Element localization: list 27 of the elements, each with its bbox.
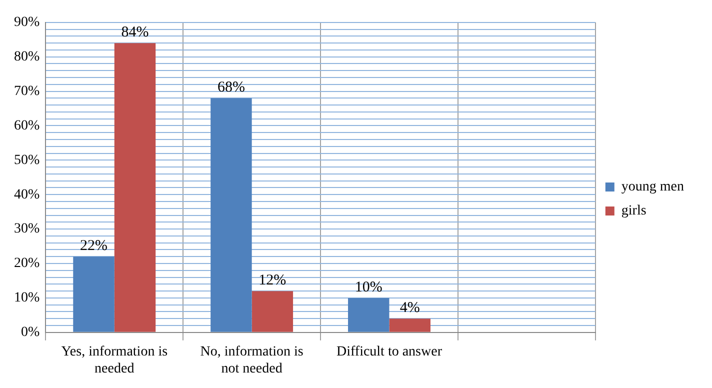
bar [210,98,252,332]
data-label: 12% [258,272,286,289]
y-tick-label: 90% [14,15,40,30]
data-label: 68% [217,80,245,96]
y-tick-label: 0% [20,325,40,340]
data-label: 84% [121,24,149,41]
legend-label: young men [621,180,684,195]
y-tick-label: 20% [14,256,40,272]
y-tick-label: 40% [14,187,40,202]
y-tick-label: 10% [14,290,40,306]
data-label: 4% [400,300,420,316]
bar [73,256,114,332]
x-tick-label: Difficult to answer [336,344,442,360]
bar [348,298,390,332]
x-tick-label: Yes, information is needed [61,344,168,376]
data-label: 22% [80,238,108,254]
bar [389,318,430,332]
y-tick-label: 70% [14,84,40,99]
y-tick-label: 60% [14,118,40,134]
y-tick-label: 80% [14,50,40,65]
x-tick-label: No, information is not needed [200,344,304,376]
bar [114,43,156,332]
legend-label: girls [621,204,646,219]
bar [252,291,294,332]
y-tick-label: 30% [14,222,40,237]
y-tick-label: 50% [14,152,40,168]
data-label: 10% [354,279,382,296]
